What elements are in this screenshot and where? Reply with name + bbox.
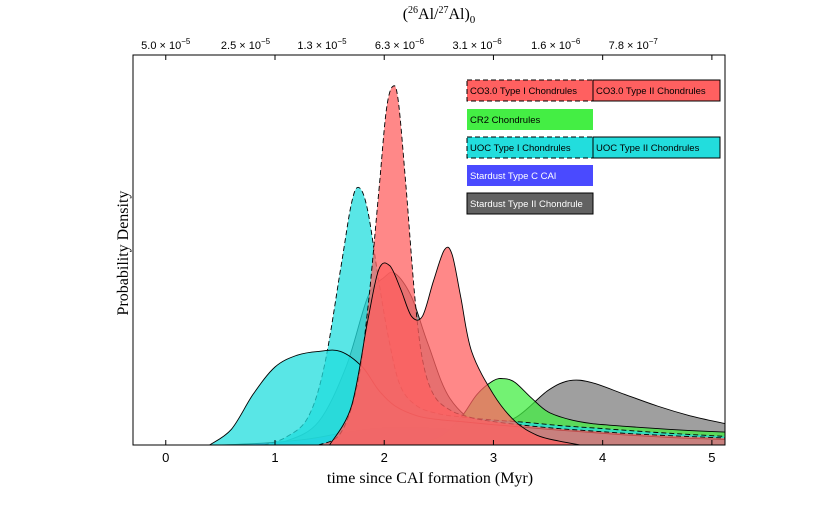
legend-label: Stardust Type II Chondrule: [470, 199, 583, 210]
top-tick-label: 1.3 × 10−5: [297, 37, 347, 52]
x-tick-label: 0: [162, 450, 169, 465]
series-line-co3-0-type-ii-chondrules: [329, 246, 581, 445]
top-tick-label: 1.6 × 10−6: [531, 37, 581, 52]
x-tick-label: 3: [490, 450, 497, 465]
legend-label: UOC Type II Chondrules: [596, 143, 700, 154]
series-layer: [209, 85, 725, 445]
series-area-uoc-type-ii-chondrules: [209, 350, 725, 445]
legend: CO3.0 Type I Chondrules CO3.0 Type II Cho…: [466, 79, 721, 215]
top-tick-label: 3.1 × 10−6: [452, 37, 502, 52]
legend-swatch: [466, 192, 594, 215]
plot-frame: [132, 54, 726, 446]
legend-item-cr2-chondrules: CR2 Chondrules: [467, 109, 593, 130]
y-axis-label: Probability Density: [115, 191, 132, 316]
top-tick-label: 2.5 × 10−5: [221, 37, 271, 52]
legend-label: CO3.0 Type I Chondrules: [470, 86, 577, 97]
x-tick-label: 4: [599, 450, 606, 465]
legend-item-stardust-type-ii-chondrule: Stardust Type II Chondrule: [466, 192, 594, 215]
legend-label: CO3.0 Type II Chondrules: [596, 86, 706, 97]
legend-swatch: [467, 165, 593, 186]
x-tick-label: 1: [271, 450, 278, 465]
axis-layer: 0 1 2 3 4 5 5.0 × 10−5 2.5 × 10−5 1.3 × 10−5 6.3 …: [141, 37, 715, 465]
x-tick-label: 5: [708, 450, 715, 465]
legend-swatch: [592, 136, 721, 159]
series-co3-0-type-ii-chondrules: [329, 246, 581, 445]
legend-item-uoc-type-ii-chondrules: UOC Type II Chondrules: [592, 136, 721, 159]
legend-label: UOC Type I Chondrules: [470, 143, 571, 154]
legend-swatch: [592, 79, 721, 102]
chart-title: (26Al/27Al)0: [403, 5, 476, 26]
legend-label: CR2 Chondrules: [470, 115, 540, 126]
legend-label: Stardust Type C CAI: [470, 171, 556, 182]
top-tick-label: 5.0 × 10−5: [141, 37, 191, 52]
top-tick-label: 6.3 × 10−6: [375, 37, 425, 52]
top-tick-label: 7.8 × 10−7: [609, 37, 659, 52]
legend-item-co3-0-type-ii-chondrules: CO3.0 Type II Chondrules: [592, 79, 721, 102]
legend-swatch: [467, 109, 593, 130]
legend-item-co3-0-type-i-chondrules: CO3.0 Type I Chondrules: [466, 79, 594, 102]
legend-item-uoc-type-i-chondrules: UOC Type I Chondrules: [466, 136, 594, 159]
x-axis-label: time since CAI formation (Myr): [327, 470, 533, 487]
legend-item-stardust-type-c-cai: Stardust Type C CAI: [467, 165, 593, 186]
x-tick-label: 2: [381, 450, 388, 465]
series-area-co3-0-type-ii-chondrules: [329, 247, 581, 445]
